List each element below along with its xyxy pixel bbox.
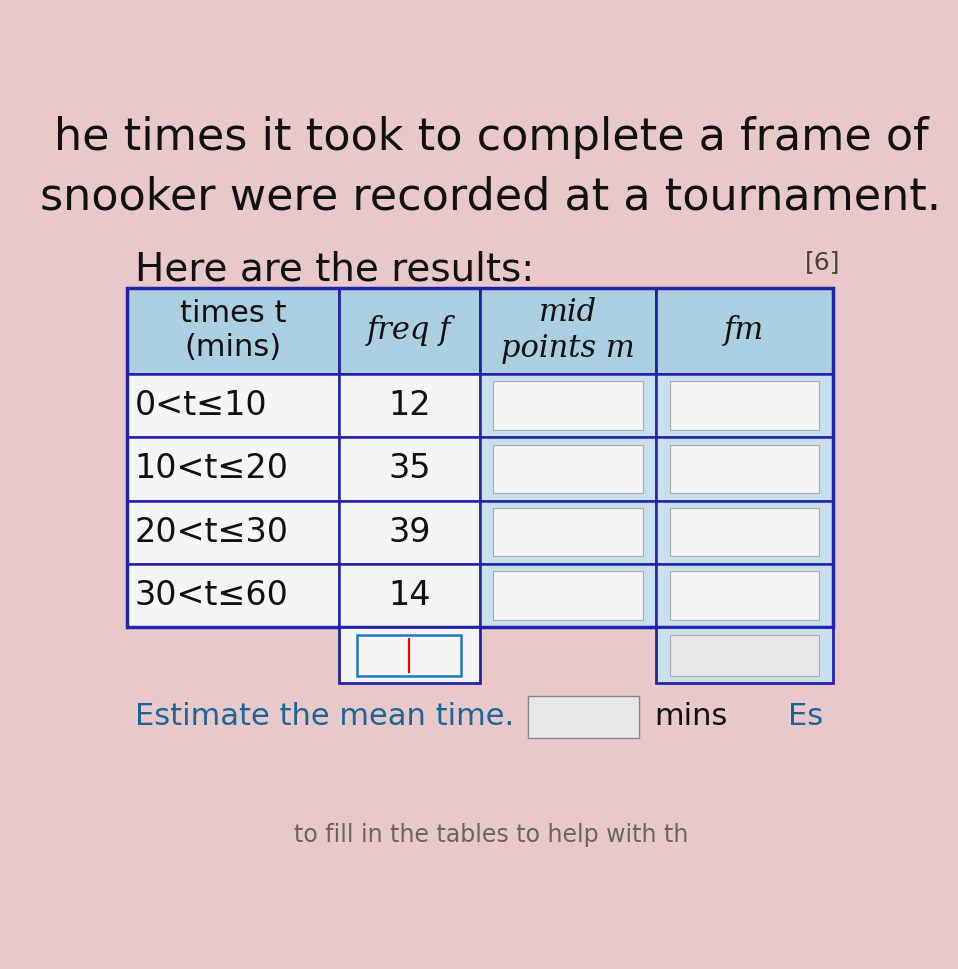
Bar xyxy=(670,508,819,556)
Text: 30<t≤60: 30<t≤60 xyxy=(134,579,288,612)
Bar xyxy=(493,572,643,620)
Bar xyxy=(339,564,480,627)
Bar xyxy=(127,374,339,437)
Bar xyxy=(339,501,480,564)
Bar xyxy=(339,374,480,437)
Text: Es: Es xyxy=(787,703,823,732)
Bar xyxy=(480,437,656,501)
Bar xyxy=(656,564,833,627)
Bar xyxy=(339,627,480,683)
Text: times t
(mins): times t (mins) xyxy=(180,299,286,362)
Text: Here are the results:: Here are the results: xyxy=(134,251,534,289)
Bar xyxy=(493,508,643,556)
Text: 14: 14 xyxy=(388,579,430,612)
Bar xyxy=(480,564,656,627)
Bar xyxy=(127,501,339,564)
Text: to fill in the tables to help with th: to fill in the tables to help with th xyxy=(294,824,688,848)
Bar xyxy=(127,564,339,627)
Text: mid
points m: mid points m xyxy=(501,297,635,364)
Bar xyxy=(339,437,480,501)
Bar xyxy=(670,635,819,676)
Bar xyxy=(656,627,833,683)
Text: 12: 12 xyxy=(388,389,430,422)
Text: mins: mins xyxy=(654,703,728,732)
Text: 0<t≤10: 0<t≤10 xyxy=(134,389,267,422)
Bar xyxy=(656,437,833,501)
Bar xyxy=(493,381,643,429)
Text: snooker were recorded at a tournament.: snooker were recorded at a tournament. xyxy=(40,176,942,219)
Bar xyxy=(670,572,819,620)
Text: 35: 35 xyxy=(388,453,430,485)
Text: 10<t≤20: 10<t≤20 xyxy=(134,453,288,485)
Text: [6]: [6] xyxy=(805,251,840,274)
Bar xyxy=(656,501,833,564)
Text: Estimate the mean time.: Estimate the mean time. xyxy=(134,703,513,732)
Bar xyxy=(480,374,656,437)
Bar xyxy=(656,374,833,437)
Bar xyxy=(528,696,640,737)
Text: 39: 39 xyxy=(388,516,430,548)
Text: fm: fm xyxy=(724,315,764,346)
Bar xyxy=(480,501,656,564)
Bar xyxy=(127,437,339,501)
Bar xyxy=(357,635,462,676)
Text: freq f: freq f xyxy=(367,315,451,346)
Bar xyxy=(670,381,819,429)
Text: he times it took to complete a frame of: he times it took to complete a frame of xyxy=(54,116,928,159)
Text: 20<t≤30: 20<t≤30 xyxy=(134,516,288,548)
Bar xyxy=(493,445,643,493)
Bar xyxy=(670,445,819,493)
